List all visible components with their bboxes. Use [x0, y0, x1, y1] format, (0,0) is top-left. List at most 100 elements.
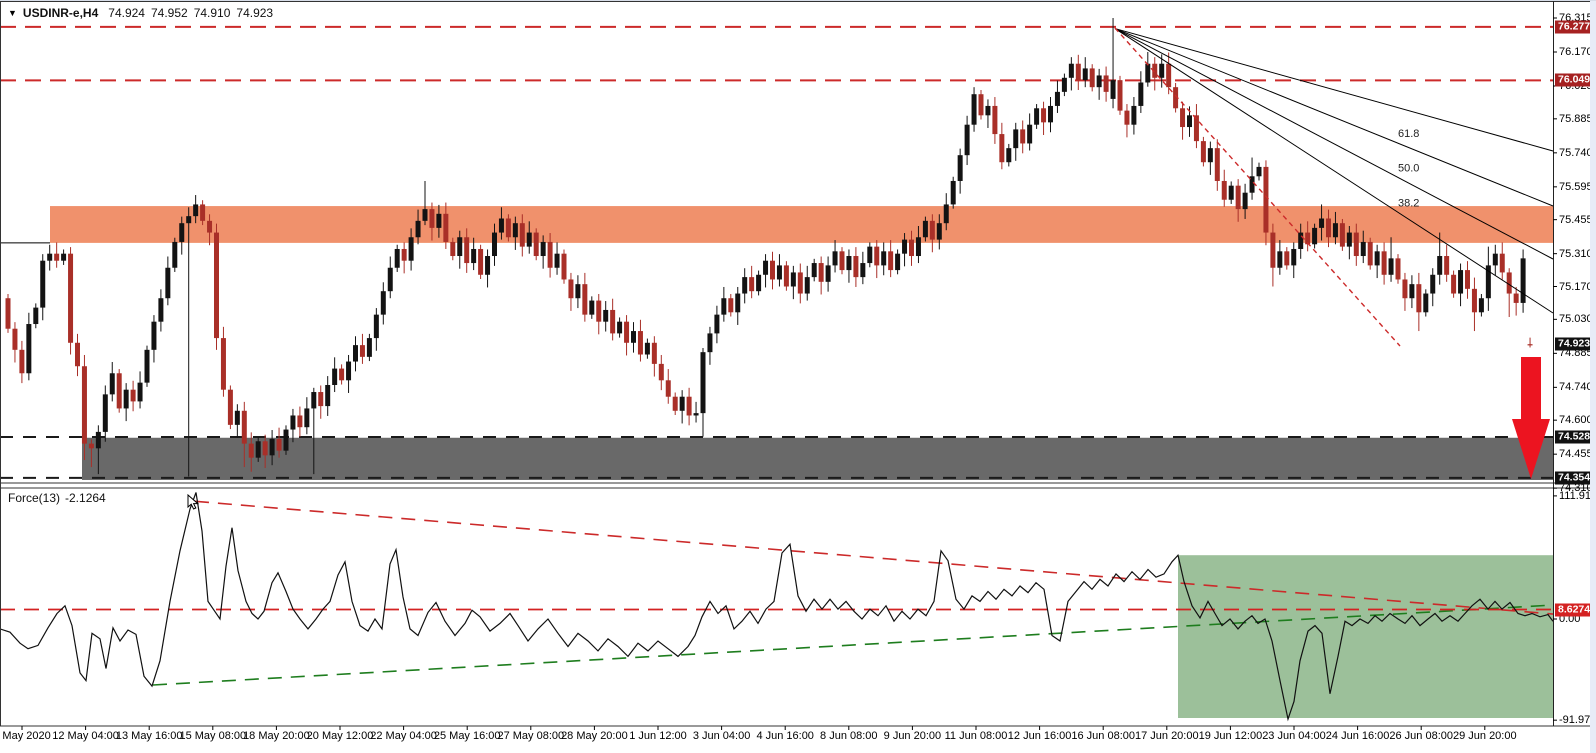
- candle: [589, 296, 595, 319]
- candle: [75, 333, 80, 377]
- candle: [596, 294, 602, 335]
- candle: [1103, 66, 1109, 102]
- symbol-timeframe-label: USDINR-e,H4: [22, 6, 99, 20]
- time-axis-label: 22 May 04:00: [370, 730, 437, 742]
- chevron-down-icon[interactable]: ▼: [8, 8, 17, 18]
- candle: [950, 176, 956, 209]
- candle: [1451, 270, 1457, 298]
- candle: [380, 282, 386, 325]
- time-axis-label: 23 Jun 04:00: [1262, 730, 1326, 742]
- candle: [1319, 204, 1325, 241]
- price-axis-label: 76.170: [1559, 46, 1593, 58]
- time-axis-label: 1 Jun 12:00: [629, 730, 687, 742]
- candle: [1096, 68, 1102, 100]
- candle: [220, 326, 226, 397]
- candle: [422, 180, 428, 226]
- candle: [603, 301, 609, 332]
- candle: [1353, 223, 1359, 266]
- candle: [290, 408, 296, 443]
- candle: [915, 226, 921, 264]
- candle: [776, 254, 782, 287]
- candle: [728, 294, 734, 317]
- candle: [644, 338, 650, 359]
- indicator-badge: 8.6274: [1555, 603, 1594, 616]
- candle: [1020, 120, 1026, 154]
- candle: [269, 430, 275, 466]
- time-axis-label: 8 Jun 08:00: [820, 730, 878, 742]
- time-axis-label: 16 Jun 08:00: [1071, 730, 1135, 742]
- candle: [179, 216, 185, 255]
- price-badge: 74.354: [1555, 471, 1594, 485]
- indicator-trendline: [152, 604, 1554, 686]
- mouse-cursor: [187, 493, 200, 510]
- candle: [1423, 289, 1429, 317]
- fan-line: [1114, 28, 1554, 207]
- candle: [12, 322, 18, 363]
- time-axis-label: 3 Jun 04:00: [692, 730, 751, 742]
- candle: [346, 354, 352, 393]
- candle: [554, 242, 560, 275]
- candle: [943, 193, 949, 231]
- candle: [207, 214, 213, 246]
- time-axis-label: 24 Jun 16:00: [1325, 730, 1390, 742]
- fib-level-label: 50.0: [1398, 162, 1419, 174]
- candle: [1499, 242, 1505, 280]
- candle: [429, 202, 435, 241]
- candle: [839, 247, 845, 275]
- candle: [617, 317, 623, 338]
- candle: [561, 249, 567, 284]
- candle: [436, 204, 442, 238]
- price-badge: 74.923: [1555, 337, 1594, 351]
- candle: [373, 308, 379, 351]
- time-axis-label: 13 May 16:00: [115, 730, 183, 742]
- candle: [763, 254, 769, 288]
- price-badge: 76.277: [1555, 20, 1594, 34]
- time-axis-label: 9 Jun 20:00: [883, 730, 942, 742]
- time-axis-label: 19 Jun 12:00: [1198, 730, 1263, 742]
- candle: [415, 209, 421, 245]
- candle: [693, 401, 699, 423]
- candle: [1124, 104, 1130, 138]
- candle: [700, 347, 706, 437]
- candle: [1374, 244, 1380, 279]
- candle: [1054, 80, 1060, 113]
- time-axis-label: 12 May 04:00: [52, 730, 119, 742]
- candle: [1478, 294, 1484, 317]
- candle: [276, 427, 282, 458]
- candle: [811, 258, 817, 282]
- candle: [19, 340, 25, 384]
- highlight-box: [1178, 555, 1553, 718]
- candle: [624, 315, 630, 356]
- candle: [672, 392, 678, 416]
- fan-line: [1114, 28, 1554, 314]
- candle: [1228, 181, 1234, 204]
- candle: [526, 221, 532, 254]
- candle: [394, 244, 400, 272]
- candle: [137, 371, 143, 409]
- candle: [978, 89, 984, 120]
- candle: [658, 354, 664, 391]
- candle: [936, 214, 942, 250]
- candle: [756, 270, 762, 296]
- candle: [1138, 71, 1144, 113]
- candle: [1180, 101, 1186, 140]
- candle: [999, 122, 1005, 170]
- candle: [804, 265, 810, 301]
- window-edge: [1590, 1, 1596, 753]
- candle: [846, 249, 852, 283]
- candle: [874, 240, 880, 279]
- candle: [1117, 75, 1123, 115]
- candle: [158, 289, 164, 332]
- fibonacci-fan: 61.8 50.0 38.2: [1114, 27, 1554, 347]
- time-axis-label: 8 May 2020: [0, 730, 51, 742]
- candle: [1006, 143, 1012, 167]
- candle: [1513, 286, 1519, 316]
- candle: [1471, 277, 1477, 332]
- candle: [540, 235, 546, 269]
- candle: [1131, 97, 1137, 135]
- candle: [1075, 54, 1081, 90]
- candle: [1048, 97, 1053, 133]
- candle: [241, 401, 247, 468]
- candle: [88, 439, 94, 468]
